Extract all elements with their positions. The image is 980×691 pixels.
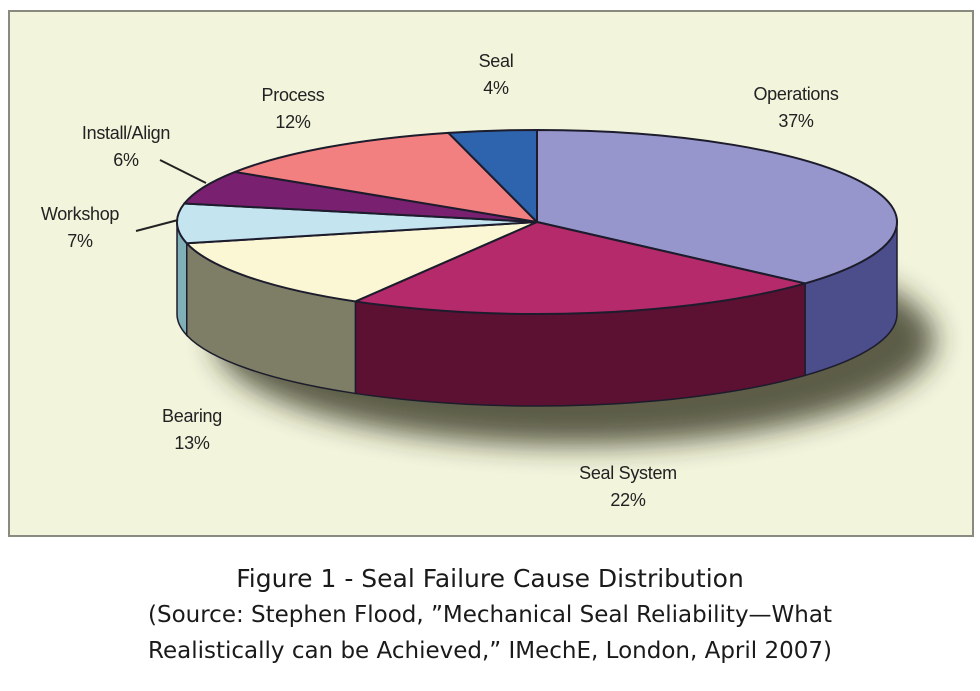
label-seal-pct: 4% [483,78,509,98]
caption-source-line-2: Realistically can be Achieved,” IMechE, … [148,638,832,664]
pie-slice-install-align [183,170,538,223]
pie-slice-seal-system [354,221,807,315]
label-install-align: Install/Align 6% [82,120,170,174]
label-operations-name: Operations [753,84,839,104]
leader-line-install-align [159,159,207,184]
label-operations-pct: 37% [778,111,814,131]
caption-source-line-1: (Source: Stephen Flood, ”Mechanical Seal… [148,602,832,628]
label-process-pct: 12% [275,112,311,132]
label-seal: Seal 4% [479,48,514,102]
label-seal-system: Seal System 22% [579,460,677,514]
pie-slice-operations [536,129,898,285]
label-seal-system-pct: 22% [610,490,646,510]
leader-line-workshop [135,219,179,232]
pie-slice-bearing [185,221,538,303]
label-bearing-name: Bearing [162,406,222,426]
pie-top [176,129,898,315]
label-workshop-name: Workshop [40,204,120,224]
pie-slice-process [233,131,538,223]
label-seal-system-name: Seal System [579,463,677,483]
label-process-name: Process [261,85,325,105]
leader-lines [135,159,207,232]
label-install-align-pct: 6% [113,150,139,170]
label-bearing-pct: 13% [174,433,210,453]
label-install-align-name: Install/Align [81,123,171,143]
label-process: Process 12% [262,82,325,136]
label-operations: Operations 37% [753,81,838,135]
label-workshop-pct: 7% [67,231,93,251]
pie-slice-workshop [176,202,538,245]
label-bearing: Bearing 13% [162,403,222,457]
label-seal-name: Seal [478,51,514,71]
figure-caption: Figure 1 - Seal Failure Cause Distributi… [0,560,980,669]
pie-slice-seal [447,129,538,223]
label-workshop: Workshop 7% [40,201,120,255]
caption-title: Figure 1 - Seal Failure Cause Distributi… [236,564,744,593]
